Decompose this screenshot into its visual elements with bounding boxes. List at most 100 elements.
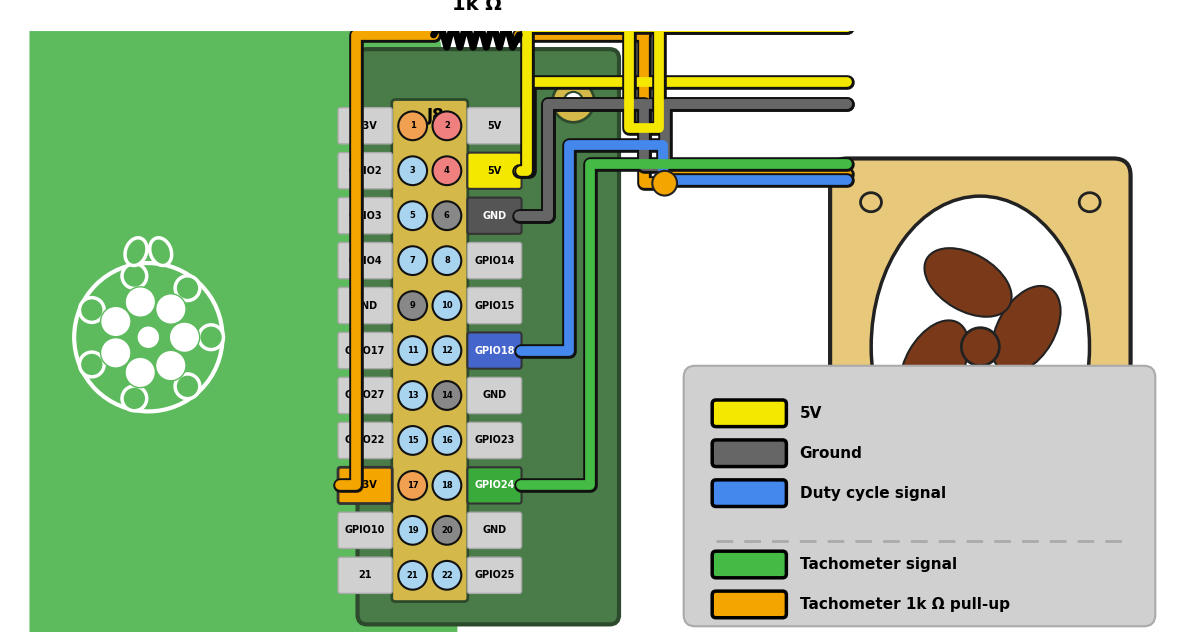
FancyBboxPatch shape <box>391 99 468 602</box>
Ellipse shape <box>860 193 882 212</box>
Text: GPIO23: GPIO23 <box>474 435 515 446</box>
Text: 21: 21 <box>407 571 419 580</box>
Ellipse shape <box>949 377 1037 446</box>
Circle shape <box>175 374 200 399</box>
FancyBboxPatch shape <box>467 288 522 324</box>
FancyBboxPatch shape <box>467 332 522 368</box>
Text: J8: J8 <box>427 107 444 125</box>
Text: 3.3V: 3.3V <box>353 121 378 131</box>
Ellipse shape <box>125 238 146 265</box>
Circle shape <box>432 291 461 320</box>
FancyBboxPatch shape <box>338 107 392 144</box>
FancyBboxPatch shape <box>338 153 392 189</box>
Text: 8: 8 <box>444 256 450 265</box>
Text: GPIO15: GPIO15 <box>474 301 515 310</box>
Text: 5V: 5V <box>487 121 502 131</box>
Text: GND: GND <box>482 391 506 401</box>
Circle shape <box>398 471 427 500</box>
Text: 2: 2 <box>444 121 450 130</box>
Circle shape <box>199 325 223 349</box>
Circle shape <box>125 357 156 387</box>
FancyBboxPatch shape <box>830 159 1130 535</box>
FancyBboxPatch shape <box>30 31 1170 632</box>
Ellipse shape <box>150 238 172 265</box>
FancyBboxPatch shape <box>338 377 392 413</box>
FancyBboxPatch shape <box>338 557 392 593</box>
FancyBboxPatch shape <box>338 243 392 279</box>
Circle shape <box>398 381 427 410</box>
Text: 11: 11 <box>407 346 419 355</box>
Text: 15: 15 <box>407 436 419 445</box>
Text: GND: GND <box>482 210 506 221</box>
Circle shape <box>169 322 199 353</box>
FancyBboxPatch shape <box>713 551 786 578</box>
Circle shape <box>961 328 1000 366</box>
Text: GPIO25: GPIO25 <box>474 570 515 580</box>
FancyBboxPatch shape <box>713 591 786 617</box>
Polygon shape <box>30 31 462 632</box>
Circle shape <box>74 263 222 411</box>
Circle shape <box>432 381 461 410</box>
Text: 7: 7 <box>410 256 415 265</box>
Circle shape <box>122 264 146 288</box>
Circle shape <box>79 352 104 377</box>
Text: GPIO14: GPIO14 <box>474 256 515 265</box>
Circle shape <box>398 516 427 545</box>
FancyBboxPatch shape <box>467 377 522 413</box>
FancyBboxPatch shape <box>467 467 522 504</box>
FancyBboxPatch shape <box>713 440 786 466</box>
Circle shape <box>432 111 461 140</box>
Text: 1: 1 <box>409 121 415 130</box>
Text: GND: GND <box>353 301 377 310</box>
Circle shape <box>398 426 427 455</box>
Circle shape <box>432 561 461 590</box>
Circle shape <box>125 287 156 317</box>
Circle shape <box>398 336 427 365</box>
Ellipse shape <box>900 320 968 408</box>
Text: 21: 21 <box>359 570 372 580</box>
Text: GPIO10: GPIO10 <box>344 525 385 535</box>
Circle shape <box>564 92 583 111</box>
Text: 4: 4 <box>444 166 450 175</box>
Circle shape <box>432 516 461 545</box>
Ellipse shape <box>992 286 1061 373</box>
Ellipse shape <box>1079 193 1100 212</box>
Text: Duty cycle signal: Duty cycle signal <box>799 485 946 501</box>
Text: 5V: 5V <box>487 166 502 176</box>
Text: 19: 19 <box>407 526 419 535</box>
Circle shape <box>432 246 461 275</box>
FancyBboxPatch shape <box>338 332 392 368</box>
Circle shape <box>398 202 427 230</box>
Circle shape <box>432 426 461 455</box>
Text: 6: 6 <box>444 211 450 220</box>
Circle shape <box>398 561 427 590</box>
Circle shape <box>156 350 186 380</box>
Text: 13: 13 <box>407 391 419 400</box>
Circle shape <box>122 386 146 411</box>
FancyBboxPatch shape <box>467 557 522 593</box>
FancyBboxPatch shape <box>467 198 522 234</box>
FancyBboxPatch shape <box>684 366 1156 626</box>
Text: 10: 10 <box>442 301 452 310</box>
Text: 17: 17 <box>407 481 419 490</box>
Circle shape <box>552 80 594 123</box>
Circle shape <box>398 111 427 140</box>
Circle shape <box>101 337 131 368</box>
Text: GPIO3: GPIO3 <box>348 210 382 221</box>
Circle shape <box>432 471 461 500</box>
Text: 12: 12 <box>442 346 452 355</box>
FancyBboxPatch shape <box>338 422 392 459</box>
Circle shape <box>398 156 427 185</box>
Text: 18: 18 <box>442 481 452 490</box>
Circle shape <box>432 156 461 185</box>
FancyBboxPatch shape <box>338 512 392 549</box>
Circle shape <box>432 202 461 230</box>
Circle shape <box>653 171 677 195</box>
Text: Tachometer 1k Ω pull-up: Tachometer 1k Ω pull-up <box>799 597 1009 612</box>
FancyBboxPatch shape <box>467 107 522 144</box>
Text: 22: 22 <box>442 571 452 580</box>
FancyBboxPatch shape <box>467 153 522 189</box>
Text: 20: 20 <box>442 526 452 535</box>
Text: GPIO18: GPIO18 <box>474 346 515 356</box>
Text: 1k Ω: 1k Ω <box>451 0 502 14</box>
